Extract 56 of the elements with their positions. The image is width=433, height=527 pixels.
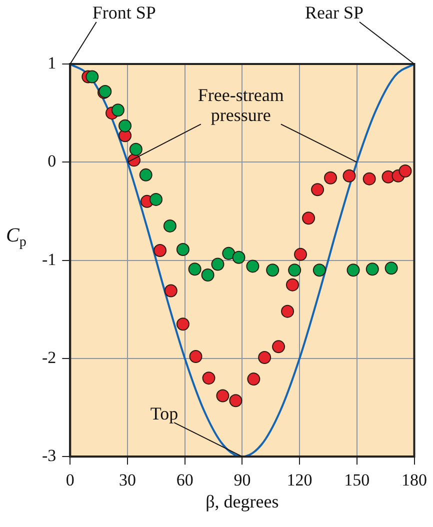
point [176, 318, 190, 331]
point [286, 278, 299, 292]
point [222, 246, 236, 260]
point [346, 264, 360, 277]
y-tick-label: 0 [48, 152, 56, 171]
x-tick-label: 0 [66, 470, 74, 490]
point [154, 244, 167, 257]
point [362, 172, 376, 186]
point [149, 192, 162, 206]
point [189, 350, 202, 363]
x-tick-label: 60 [176, 470, 194, 490]
point [111, 104, 124, 117]
point [281, 304, 294, 318]
point [216, 389, 230, 402]
point [176, 243, 190, 256]
point [311, 183, 324, 196]
point [129, 142, 142, 156]
x-tick-label: 120 [286, 470, 312, 490]
point [272, 340, 286, 354]
point [398, 164, 412, 178]
point [232, 250, 246, 264]
y-tick-label: -1 [42, 250, 56, 269]
x-tick-label: 30 [119, 470, 136, 490]
annotation: Rear SP [305, 2, 364, 23]
point [312, 264, 326, 277]
point [86, 70, 99, 84]
point [139, 168, 152, 182]
x-tick-label: 150 [344, 470, 370, 490]
point [246, 260, 260, 273]
point [202, 372, 216, 385]
point [163, 219, 176, 232]
point [294, 248, 308, 261]
point [164, 284, 178, 298]
y-tick-label: 1 [48, 53, 56, 72]
annotation: Free-stream pressure [198, 84, 284, 125]
x-tick-label: 90 [234, 470, 251, 490]
point [188, 262, 202, 276]
y-tick-label: -3 [42, 446, 56, 466]
annotation: Top [150, 403, 178, 424]
x-axis-title: β, degrees [206, 491, 279, 512]
point [118, 119, 132, 132]
point [384, 262, 398, 275]
point [247, 372, 260, 386]
point [366, 262, 379, 276]
point [211, 258, 224, 271]
annotation: Front SP [92, 2, 156, 23]
point [258, 350, 272, 364]
y-tick-label: -2 [42, 348, 56, 367]
point [302, 212, 316, 225]
x-tick-label: 180 [402, 470, 427, 490]
point [201, 268, 214, 282]
point [324, 171, 338, 184]
point [342, 169, 356, 182]
point [288, 264, 302, 277]
point [229, 394, 242, 408]
point [266, 264, 280, 277]
